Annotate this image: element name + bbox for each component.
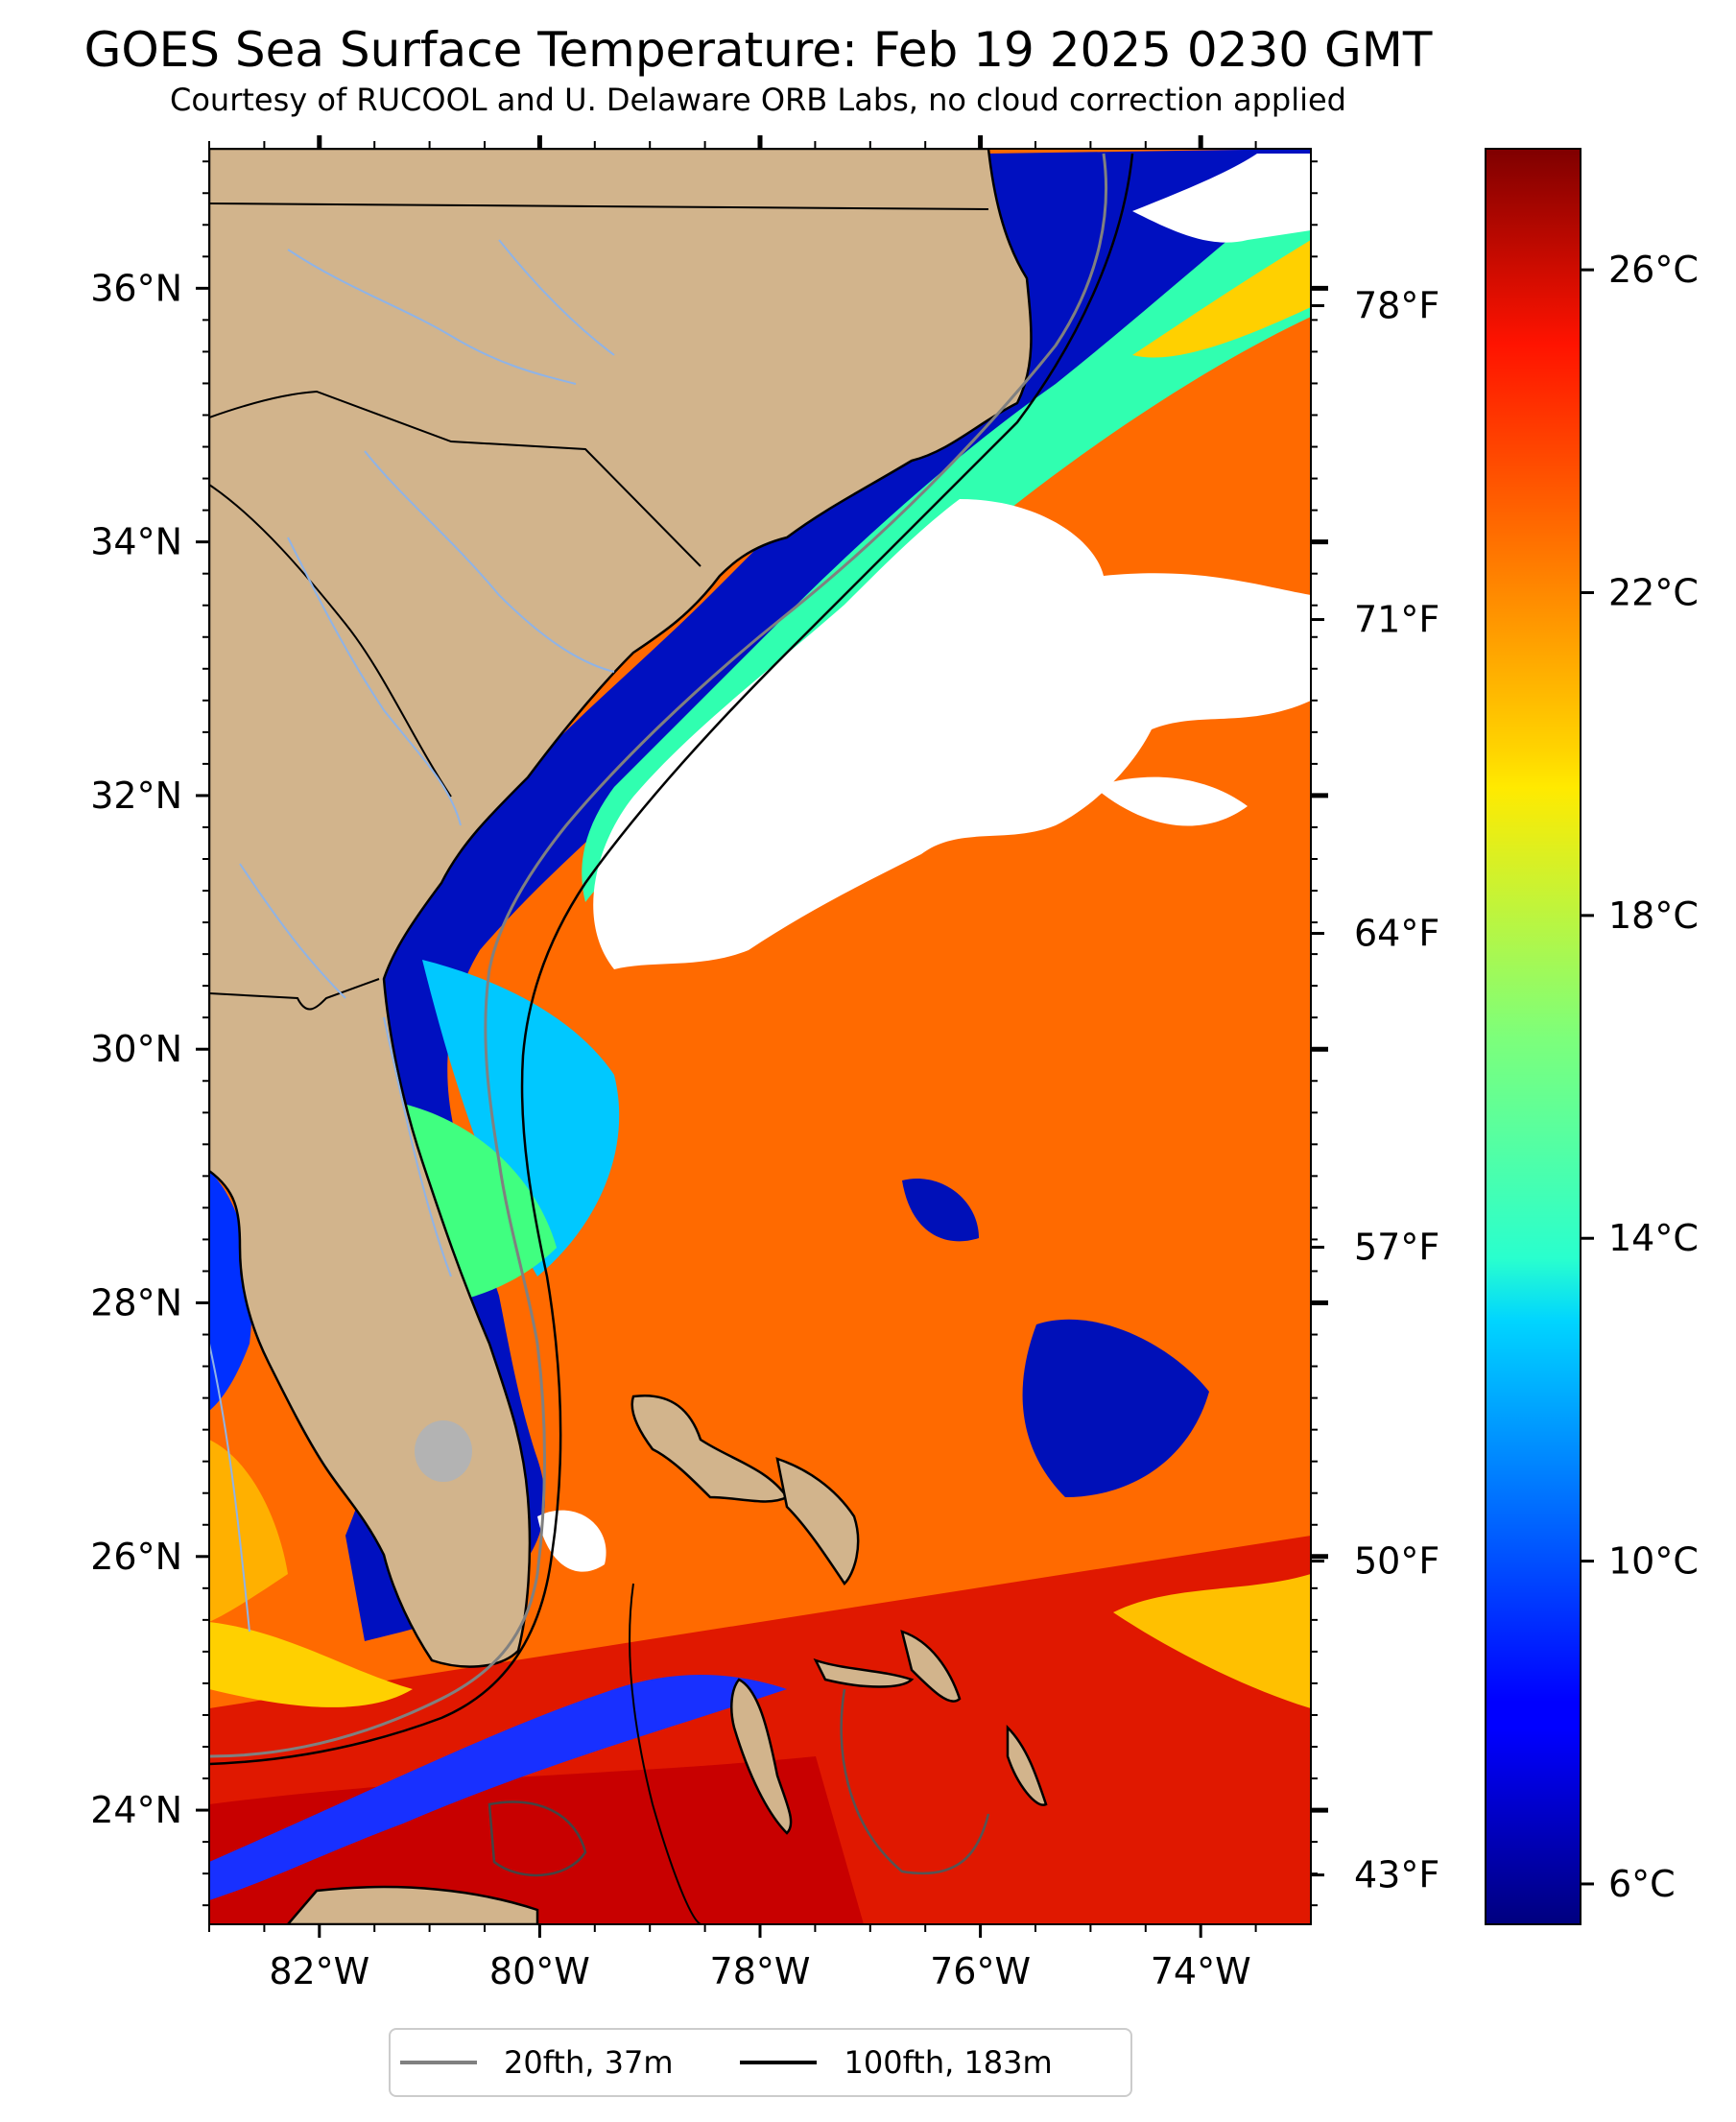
cloud-patch <box>1094 776 1248 826</box>
isobath-legend: 20fth, 37m 100fth, 183m <box>389 2028 1132 2097</box>
colorbar-tick-label: 22°C <box>1608 572 1699 614</box>
cay-sal-bank <box>488 1800 587 1877</box>
f-tick-label: 64°F <box>1354 913 1439 955</box>
legend-label-20fth: 20fth, 37m <box>504 2044 674 2081</box>
y-tick-label: 28°N <box>90 1282 182 1324</box>
andros <box>730 1678 793 1835</box>
f-tick-label: 71°F <box>1354 599 1439 641</box>
y-tick-label: 30°N <box>90 1028 182 1070</box>
legend-item-20fth: 20fth, 37m <box>400 2044 673 2081</box>
x-tick-label: 82°W <box>269 1950 369 1992</box>
x-tick-label: 78°W <box>710 1950 811 1992</box>
cold-eddy <box>1022 1319 1209 1497</box>
y-tick-label: 24°N <box>90 1789 182 1831</box>
colorbar-ticks: 26°C 22°C 18°C 14°C 10°C 6°C <box>1581 249 1699 1905</box>
border-sc-ga <box>209 484 452 798</box>
gulfstream-yellow <box>1132 240 1311 358</box>
f-tick-label: 43°F <box>1354 1854 1439 1896</box>
cloud-north <box>988 154 1311 243</box>
colorbar-tick-label: 18°C <box>1608 894 1699 937</box>
legend-swatch-20fth <box>400 2061 477 2064</box>
border-nc-sc <box>209 390 702 567</box>
x-tick-label: 76°W <box>930 1950 1031 1992</box>
y-tick-label: 32°N <box>90 775 182 817</box>
colorbar <box>1485 148 1581 1925</box>
x-tick-label: 74°W <box>1151 1950 1251 1992</box>
f-tick-label: 78°F <box>1354 285 1439 327</box>
cuba <box>286 1885 539 1924</box>
cyan-patch <box>422 960 620 1276</box>
abaco <box>775 1457 860 1586</box>
bahamas-bank-edge <box>629 1583 702 1924</box>
rivers <box>209 239 615 1633</box>
exuma <box>1006 1724 1048 1806</box>
isobath-20fth <box>209 153 1107 1758</box>
land-mainland <box>209 149 1033 1668</box>
x-tick-label: 80°W <box>489 1950 590 1992</box>
colorbar-tick-label: 10°C <box>1608 1540 1699 1583</box>
y-tick-label: 34°N <box>90 521 182 563</box>
yellow-patch <box>209 1622 413 1707</box>
colorbar-tick-label: 26°C <box>1608 249 1699 291</box>
map-title: GOES Sea Surface Temperature: Feb 19 202… <box>83 22 1433 78</box>
y-tick-label: 26°N <box>90 1536 182 1578</box>
colorbar-tick-label: 6°C <box>1608 1863 1676 1905</box>
cool-streak <box>209 1675 787 1900</box>
border-ga-fl <box>209 978 380 1011</box>
new-providence <box>813 1657 915 1688</box>
legend-item-100fth: 100fth, 183m <box>740 2044 1053 2081</box>
lake-okeechobee <box>415 1420 472 1482</box>
f-tick-label: 57°F <box>1354 1227 1439 1269</box>
colorbar-tick-label: 14°C <box>1608 1217 1699 1259</box>
small-eddy <box>902 1179 979 1242</box>
yellow-filament <box>1113 1574 1311 1708</box>
isobath-100fth <box>209 153 1134 1766</box>
grand-bahama <box>630 1394 789 1503</box>
legend-label-100fth: 100fth, 183m <box>844 2044 1053 2081</box>
eleuthera <box>900 1630 962 1703</box>
axis-ticks: 82°W 80°W 78°W 76°W 74°W 36°N 34°N 32°N 30°N 28°N… <box>90 135 1439 1992</box>
map-area <box>209 149 1311 1924</box>
legend-swatch-100fth <box>740 2061 818 2064</box>
bahamas-bank-20fth <box>840 1688 990 1875</box>
border-va-nc <box>209 203 989 210</box>
west-florida-warm <box>209 1440 288 1622</box>
f-tick-label: 50°F <box>1354 1540 1439 1583</box>
map-subtitle: Courtesy of RUCOOL and U. Delaware ORB L… <box>170 82 1346 118</box>
y-tick-label: 36°N <box>90 267 182 309</box>
cloud-cover-main <box>593 499 1311 969</box>
